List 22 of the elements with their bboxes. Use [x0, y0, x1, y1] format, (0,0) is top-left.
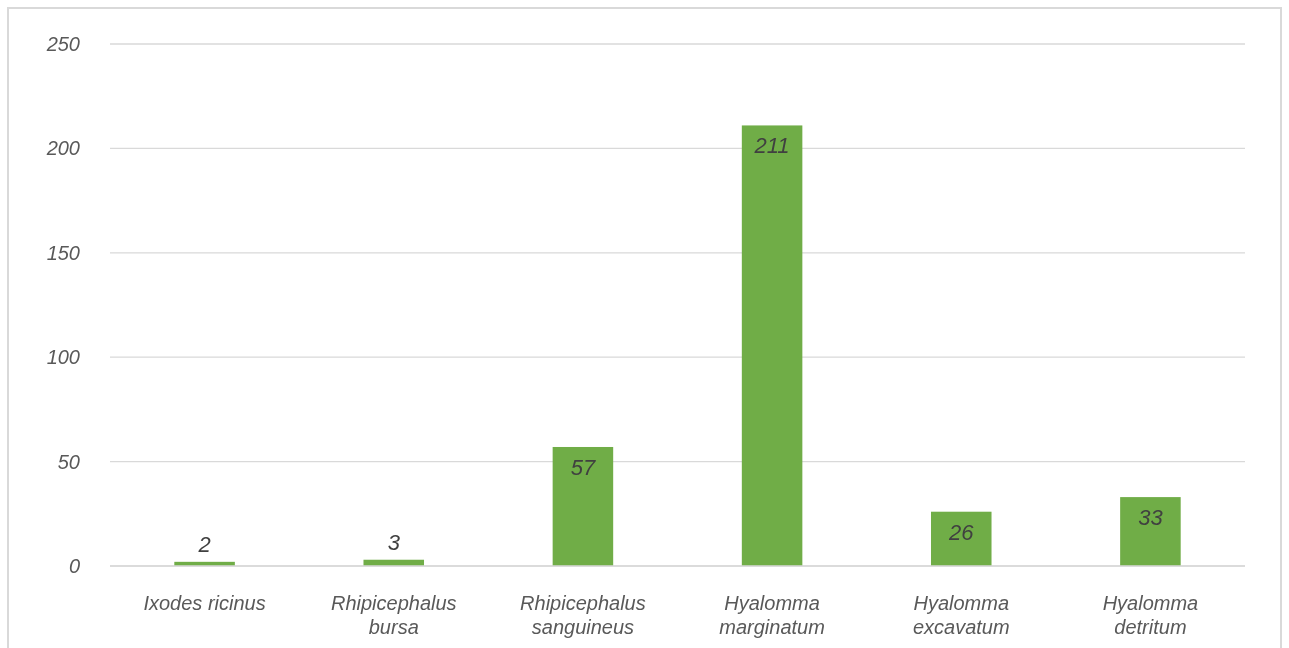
bar [1120, 497, 1181, 566]
x-tick-label: Rhipicephalus bursa [330, 592, 457, 638]
y-tick-label: 50 [57, 450, 80, 473]
bar [741, 125, 803, 566]
bar [930, 511, 992, 566]
x-tick-label: Ixodes ricinus [143, 592, 266, 614]
y-tick-label: 0 [68, 554, 80, 577]
x-tick-label: Rhipicephalus sanguineus [520, 592, 646, 638]
y-tick-label: 200 [45, 137, 80, 160]
y-tick-label: 150 [46, 241, 80, 264]
bar [552, 446, 614, 566]
x-tick-label: Hyalomma detritum [1102, 592, 1199, 638]
data-label: 26 [948, 519, 975, 545]
x-tick-label: Hyalomma excavatum [912, 592, 1010, 638]
x-tick-label: Hyalomma marginatum [719, 592, 825, 638]
y-tick-label: 250 [45, 32, 80, 55]
data-label: 3 [387, 529, 401, 555]
data-label: 33 [1138, 505, 1164, 531]
y-tick-label: 100 [46, 346, 80, 369]
data-label: 2 [197, 531, 211, 557]
data-label: 211 [753, 133, 790, 159]
data-label: 57 [570, 454, 596, 480]
